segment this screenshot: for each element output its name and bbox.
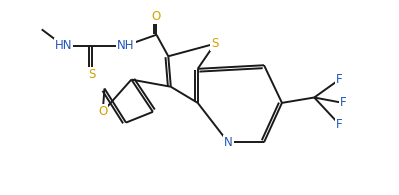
Text: F: F: [336, 73, 343, 86]
Text: O: O: [98, 105, 107, 118]
Text: S: S: [211, 37, 219, 50]
Text: NH: NH: [117, 39, 135, 52]
Text: F: F: [336, 118, 343, 131]
Text: HN: HN: [55, 39, 72, 52]
Text: N: N: [224, 136, 233, 149]
Text: O: O: [152, 10, 161, 23]
Text: S: S: [88, 68, 96, 81]
Text: F: F: [340, 96, 346, 109]
